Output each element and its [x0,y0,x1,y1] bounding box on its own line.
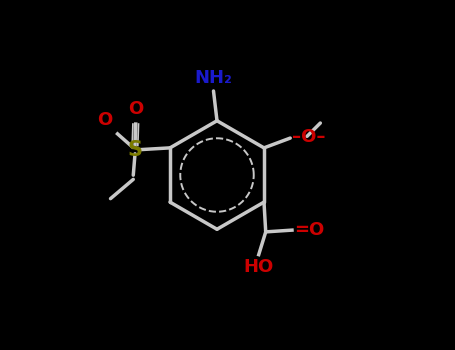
Text: –O–: –O– [292,128,325,146]
Text: O: O [97,111,112,128]
Text: S: S [127,140,142,160]
Text: =O: =O [294,221,324,239]
Text: NH₂: NH₂ [195,69,233,87]
Text: O: O [128,100,143,118]
Text: HO: HO [243,258,274,276]
